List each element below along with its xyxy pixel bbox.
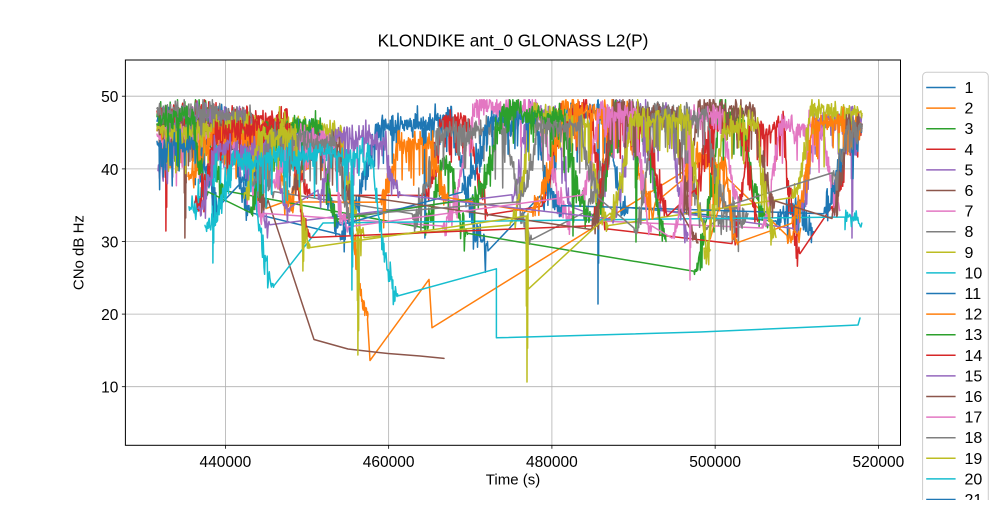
- svg-text:19: 19: [965, 451, 983, 468]
- svg-text:40: 40: [101, 162, 119, 179]
- svg-text:CNo dB Hz: CNo dB Hz: [71, 215, 88, 290]
- svg-text:50: 50: [101, 89, 119, 106]
- svg-text:7: 7: [965, 204, 974, 221]
- svg-text:14: 14: [965, 348, 983, 365]
- svg-text:13: 13: [965, 327, 983, 344]
- svg-text:2: 2: [965, 101, 974, 118]
- svg-text:10: 10: [101, 380, 119, 397]
- svg-text:KLONDIKE ant_0 GLONASS L2(P): KLONDIKE ant_0 GLONASS L2(P): [378, 31, 649, 51]
- svg-text:5: 5: [965, 162, 974, 179]
- svg-text:440000: 440000: [200, 454, 252, 471]
- svg-text:17: 17: [965, 410, 983, 427]
- svg-text:20: 20: [965, 471, 983, 488]
- svg-text:480000: 480000: [526, 454, 578, 471]
- svg-text:520000: 520000: [853, 454, 905, 471]
- svg-text:16: 16: [965, 389, 983, 406]
- svg-text:8: 8: [965, 224, 974, 241]
- svg-text:21: 21: [965, 492, 983, 500]
- svg-text:30: 30: [101, 235, 119, 252]
- svg-text:460000: 460000: [363, 454, 415, 471]
- svg-text:4: 4: [965, 142, 974, 159]
- svg-text:500000: 500000: [689, 454, 741, 471]
- svg-text:Time (s): Time (s): [486, 472, 540, 489]
- svg-text:11: 11: [965, 286, 982, 303]
- svg-text:12: 12: [965, 307, 983, 324]
- svg-text:6: 6: [965, 183, 974, 200]
- svg-text:3: 3: [965, 121, 974, 138]
- svg-text:9: 9: [965, 245, 974, 262]
- svg-text:20: 20: [101, 307, 119, 324]
- svg-text:1: 1: [965, 80, 974, 97]
- svg-text:18: 18: [965, 430, 983, 447]
- svg-text:15: 15: [965, 368, 983, 385]
- svg-text:10: 10: [965, 265, 983, 282]
